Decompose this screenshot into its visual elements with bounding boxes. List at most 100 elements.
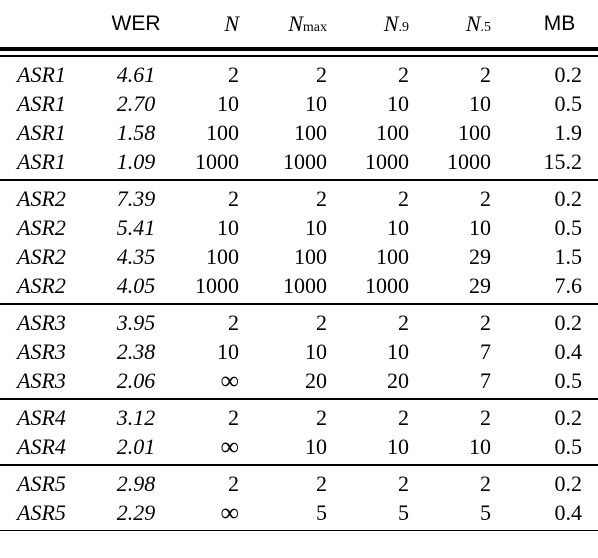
table-row: ASR4 2.01 ∞ 10 10 10 0.5 xyxy=(0,432,598,465)
cell-n5: 7 xyxy=(480,368,491,393)
cell-system: ASR5 xyxy=(17,500,66,525)
cell-n9: 2 xyxy=(398,471,409,496)
cell-n: 2 xyxy=(228,471,239,496)
cell-wer: 4.61 xyxy=(116,62,156,87)
cell-n: 100 xyxy=(206,120,239,145)
cell-n5: 29 xyxy=(469,273,491,298)
table-row: ASR2 4.35 100 100 100 29 1.5 xyxy=(0,242,598,271)
cell-nmax: 1000 xyxy=(283,149,327,174)
cell-mb: 0.2 xyxy=(554,310,583,335)
cell-wer: 2.01 xyxy=(116,434,156,459)
cell-n9: 100 xyxy=(376,120,409,145)
header-n: N xyxy=(172,0,249,48)
table-row: ASR5 2.98 2 2 2 2 0.2 xyxy=(0,466,598,498)
cell-n5: 7 xyxy=(480,339,491,364)
table-row: ASR3 2.38 10 10 10 7 0.4 xyxy=(0,337,598,366)
cell-wer: 7.39 xyxy=(116,186,156,211)
table-row: ASR3 3.95 2 2 2 2 0.2 xyxy=(0,305,598,337)
cell-wer: 4.05 xyxy=(116,273,156,298)
cell-n: ∞ xyxy=(220,498,239,527)
cell-wer: 2.29 xyxy=(116,500,156,525)
cell-nmax: 10 xyxy=(305,339,327,364)
cell-n5: 10 xyxy=(469,434,491,459)
table-row: ASR1 1.58 100 100 100 100 1.9 xyxy=(0,118,598,147)
header-nmax: Nmax xyxy=(249,0,337,48)
table-row: ASR3 2.06 ∞ 20 20 7 0.5 xyxy=(0,366,598,399)
cell-nmax: 2 xyxy=(316,471,327,496)
cell-system: ASR1 xyxy=(17,91,66,116)
table-row: ASR2 4.05 1000 1000 1000 29 7.6 xyxy=(0,271,598,304)
cell-mb: 0.5 xyxy=(554,91,583,116)
cell-mb: 0.4 xyxy=(554,500,583,525)
cell-n5: 10 xyxy=(469,215,491,240)
cell-system: ASR2 xyxy=(17,215,66,240)
cell-system: ASR2 xyxy=(17,244,66,269)
cell-mb: 7.6 xyxy=(554,273,583,298)
cell-n9: 10 xyxy=(387,434,409,459)
table-row: ASR5 2.29 ∞ 5 5 5 0.4 xyxy=(0,498,598,531)
cell-nmax: 2 xyxy=(316,62,327,87)
cell-n5: 5 xyxy=(480,500,491,525)
cell-n9: 5 xyxy=(398,500,409,525)
cell-wer: 2.70 xyxy=(116,91,156,116)
cell-nmax: 100 xyxy=(294,120,327,145)
header-row: WER N Nmax N.9 N.5 MB xyxy=(0,0,598,48)
cell-wer: 3.12 xyxy=(116,405,156,430)
cell-n9: 10 xyxy=(387,339,409,364)
cell-n5: 10 xyxy=(469,91,491,116)
cell-system: ASR3 xyxy=(17,368,66,393)
cell-nmax: 2 xyxy=(316,405,327,430)
cell-system: ASR5 xyxy=(17,471,66,496)
cell-mb: 0.5 xyxy=(554,215,583,240)
cell-nmax: 2 xyxy=(316,310,327,335)
table-bottom-rule xyxy=(0,530,598,531)
header-n9-sub: .9 xyxy=(398,19,410,35)
cell-mb: 0.2 xyxy=(554,62,583,87)
header-system xyxy=(0,0,100,48)
cell-n9: 2 xyxy=(398,310,409,335)
cell-n9: 10 xyxy=(387,215,409,240)
header-n9-base: N xyxy=(383,10,399,36)
cell-n5: 29 xyxy=(469,244,491,269)
cell-n: 10 xyxy=(217,91,239,116)
cell-nmax: 5 xyxy=(316,500,327,525)
cell-mb: 15.2 xyxy=(543,149,583,174)
cell-nmax: 100 xyxy=(294,244,327,269)
cell-nmax: 10 xyxy=(305,215,327,240)
cell-wer: 3.95 xyxy=(116,310,156,335)
cell-nmax: 20 xyxy=(305,368,327,393)
cell-system: ASR3 xyxy=(17,310,66,335)
cell-mb: 1.5 xyxy=(554,244,583,269)
cell-system: ASR3 xyxy=(17,339,66,364)
cell-system: ASR2 xyxy=(17,273,66,298)
cell-n9: 1000 xyxy=(365,273,409,298)
cell-n5: 2 xyxy=(480,62,491,87)
cell-n: 2 xyxy=(228,310,239,335)
cell-mb: 0.5 xyxy=(554,434,583,459)
cell-wer: 2.38 xyxy=(116,339,156,364)
cell-wer: 4.35 xyxy=(116,244,156,269)
table-row: ASR1 1.09 1000 1000 1000 1000 15.2 xyxy=(0,147,598,180)
table-body: ASR1 4.61 2 2 2 2 0.2 ASR1 2.70 10 10 10 10 0.5 ASR1 1.… xyxy=(0,56,598,531)
header-n5: N.5 xyxy=(419,0,501,48)
table-header: WER N Nmax N.9 N.5 MB xyxy=(0,0,598,57)
cell-n: 1000 xyxy=(195,149,239,174)
header-n5-sub: .5 xyxy=(480,19,492,35)
table-row: ASR2 5.41 10 10 10 10 0.5 xyxy=(0,213,598,242)
cell-n: 1000 xyxy=(195,273,239,298)
cell-system: ASR4 xyxy=(17,434,66,459)
cell-n9: 10 xyxy=(387,91,409,116)
cell-n5: 2 xyxy=(480,186,491,211)
header-rule-top xyxy=(0,47,598,51)
cell-system: ASR4 xyxy=(17,405,66,430)
cell-mb: 0.4 xyxy=(554,339,583,364)
header-wer: WER xyxy=(111,11,161,35)
cell-n: 10 xyxy=(217,215,239,240)
cell-n9: 2 xyxy=(398,186,409,211)
cell-nmax: 2 xyxy=(316,186,327,211)
cell-n: 2 xyxy=(228,62,239,87)
cell-wer: 1.09 xyxy=(116,149,156,174)
cell-wer: 2.06 xyxy=(116,368,156,393)
cell-mb: 1.9 xyxy=(554,120,583,145)
